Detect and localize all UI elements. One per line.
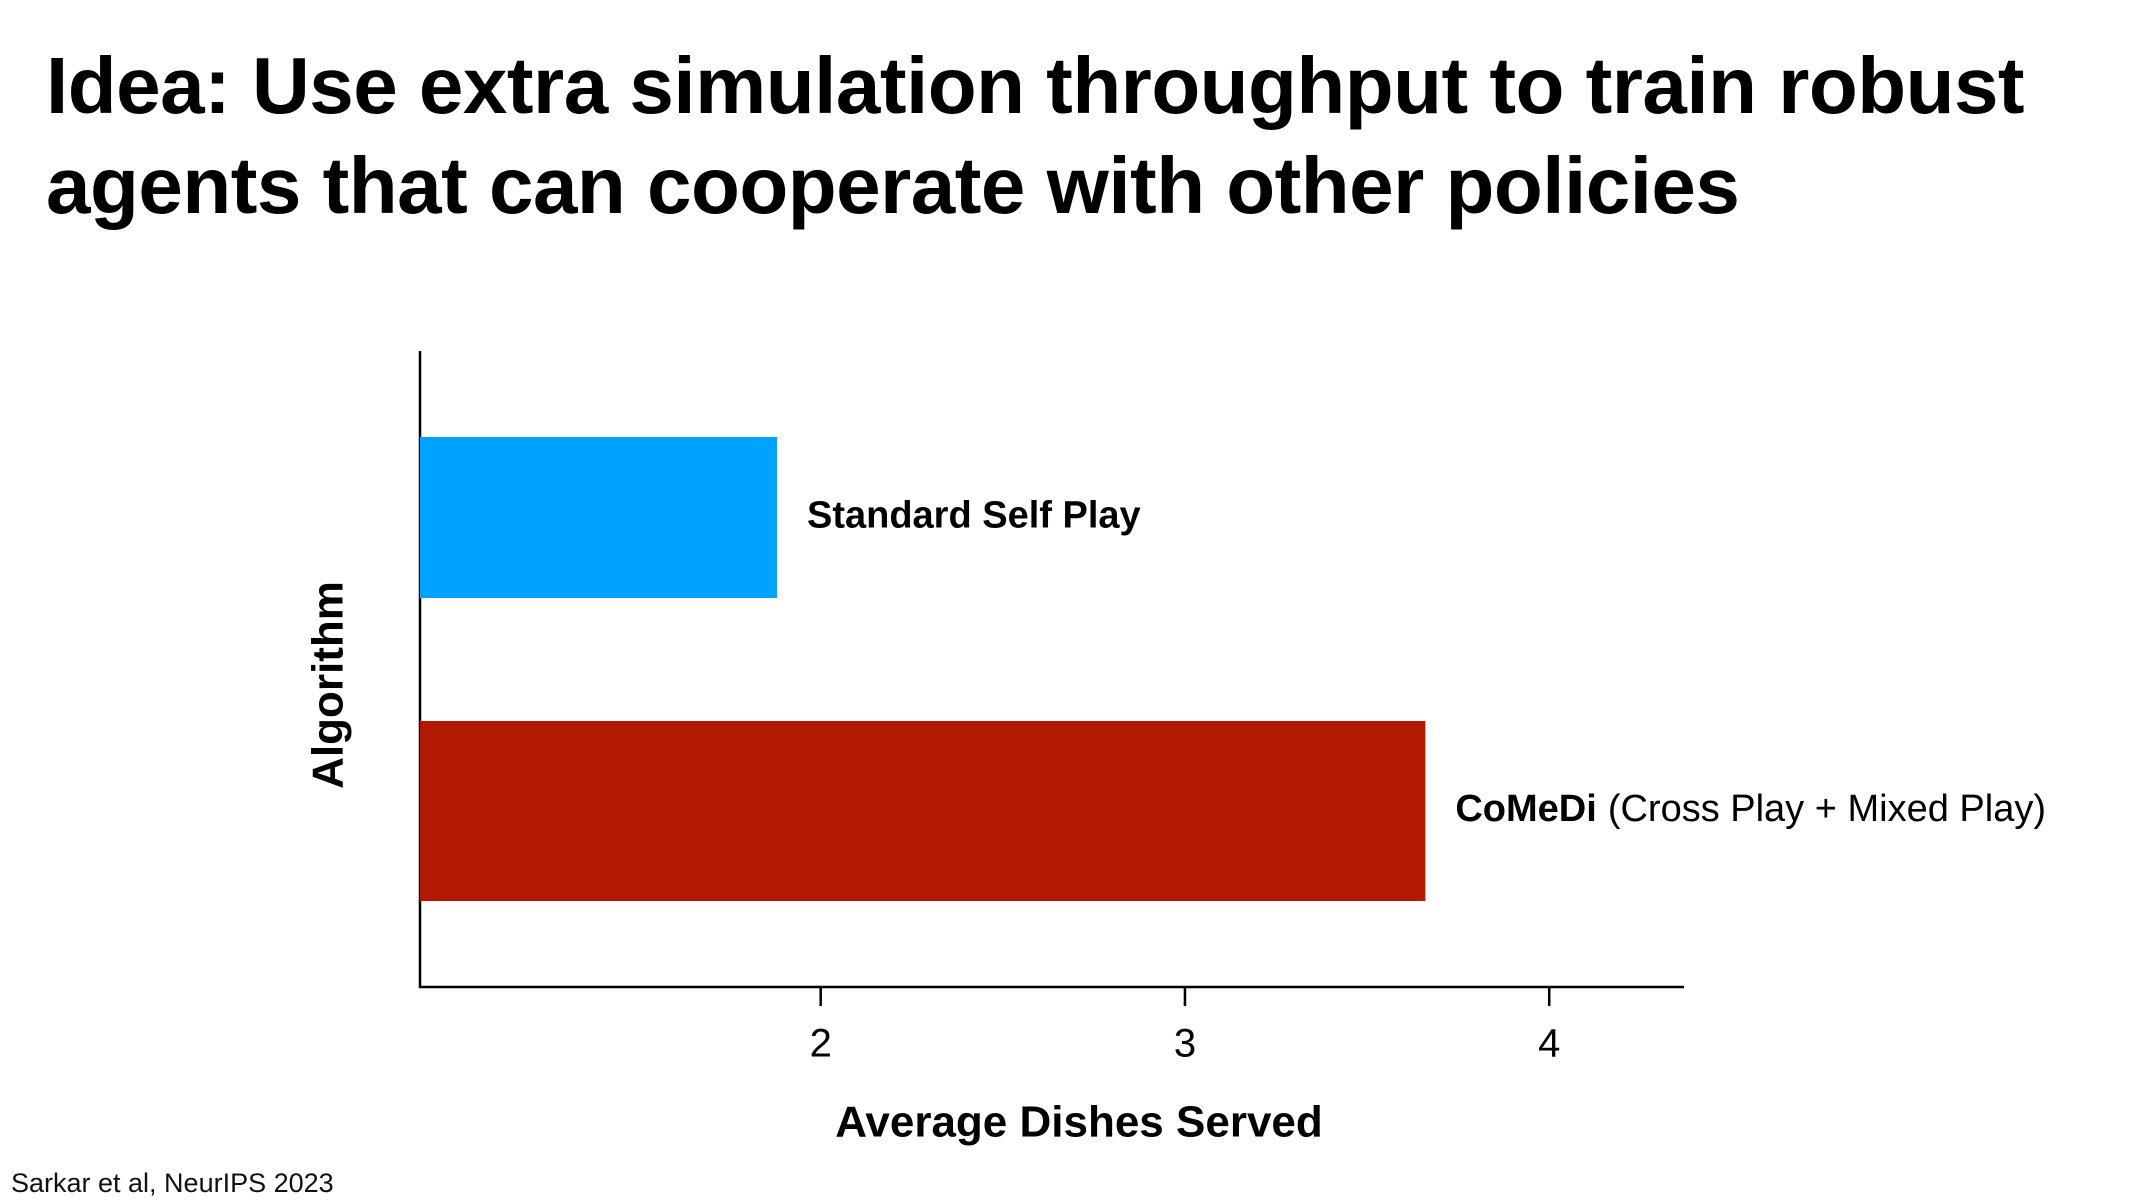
- x-axis-label: Average Dishes Served: [835, 1098, 1323, 1147]
- category-name: Standard Self Play: [807, 495, 1141, 537]
- category-note: (Cross Play + Mixed Play): [1608, 788, 2046, 830]
- y-axis-label: Algorithm: [304, 581, 353, 789]
- x-tick-label: 2: [810, 1022, 832, 1066]
- x-tick-label: 4: [1538, 1022, 1560, 1066]
- bar: [420, 437, 777, 598]
- chart: Algorithm Average Dishes Served 2 3 4 Stand…: [304, 351, 2046, 1147]
- citation: Sarkar et al, NeurIPS 2023: [11, 1168, 334, 1198]
- slide-title: Idea: Use extra simulation throughput to…: [46, 41, 2025, 230]
- bar-label: CoMeDi (Cross Play + Mixed Play): [1455, 788, 2046, 830]
- x-tick-label: 3: [1174, 1022, 1196, 1066]
- bar-label: Standard Self Play: [807, 495, 1141, 537]
- bar: [420, 721, 1426, 901]
- category-name: CoMeDi: [1455, 788, 1596, 830]
